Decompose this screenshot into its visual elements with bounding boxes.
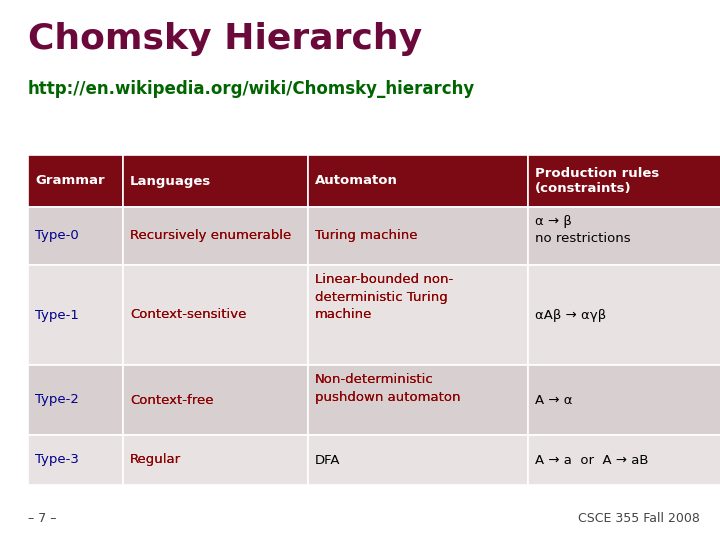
Text: Automaton: Automaton <box>315 174 398 187</box>
Text: DFA: DFA <box>315 454 341 467</box>
Text: Production rules
(constraints): Production rules (constraints) <box>535 167 660 195</box>
Bar <box>123 435 308 485</box>
Bar <box>123 155 308 207</box>
Text: Turing machine: Turing machine <box>315 230 418 242</box>
Text: Type-0: Type-0 <box>35 230 78 242</box>
Text: Non-deterministic
pushdown automaton: Non-deterministic pushdown automaton <box>315 373 461 403</box>
Text: Chomsky Hierarchy: Chomsky Hierarchy <box>28 22 422 56</box>
Text: Context-free: Context-free <box>130 394 214 407</box>
Text: Type-2: Type-2 <box>35 394 79 407</box>
Bar <box>28 265 123 365</box>
Text: Context-free: Context-free <box>130 394 214 407</box>
Text: Regular: Regular <box>130 454 181 467</box>
Text: Linear-bounded non-
deterministic Turing
machine: Linear-bounded non- deterministic Turing… <box>315 273 454 321</box>
Text: Context-sensitive: Context-sensitive <box>130 308 246 321</box>
Bar <box>28 365 123 435</box>
Text: α → β
no restrictions: α → β no restrictions <box>535 215 631 246</box>
Bar <box>308 155 528 207</box>
Text: Non-deterministic
pushdown automaton: Non-deterministic pushdown automaton <box>315 373 461 403</box>
Text: CSCE 355 Fall 2008: CSCE 355 Fall 2008 <box>578 512 700 525</box>
Bar <box>528 155 720 207</box>
Bar <box>528 265 720 365</box>
Text: Type-1: Type-1 <box>35 308 79 321</box>
Bar <box>28 207 123 265</box>
Text: http://en.wikipedia.org/wiki/Chomsky_hierarchy: http://en.wikipedia.org/wiki/Chomsky_hie… <box>28 80 475 98</box>
Text: Recursively enumerable: Recursively enumerable <box>130 230 292 242</box>
Text: Turing machine: Turing machine <box>315 230 418 242</box>
Bar <box>123 365 308 435</box>
Text: A → a  or  A → aB: A → a or A → aB <box>535 454 649 467</box>
Bar <box>308 435 528 485</box>
Bar <box>528 365 720 435</box>
Text: Type-3: Type-3 <box>35 454 79 467</box>
Bar <box>123 207 308 265</box>
Text: Regular: Regular <box>130 454 181 467</box>
Text: Grammar: Grammar <box>35 174 104 187</box>
Text: Context-sensitive: Context-sensitive <box>130 308 246 321</box>
Bar <box>528 207 720 265</box>
Bar <box>308 365 528 435</box>
Text: Languages: Languages <box>130 174 211 187</box>
Bar <box>123 265 308 365</box>
Bar <box>28 155 123 207</box>
Text: αAβ → αγβ: αAβ → αγβ <box>535 308 606 321</box>
Bar <box>28 435 123 485</box>
Text: Recursively enumerable: Recursively enumerable <box>130 230 292 242</box>
Bar <box>308 207 528 265</box>
Text: A → α: A → α <box>535 394 572 407</box>
Bar <box>308 265 528 365</box>
Text: – 7 –: – 7 – <box>28 512 56 525</box>
Text: Linear-bounded non-
deterministic Turing
machine: Linear-bounded non- deterministic Turing… <box>315 273 454 321</box>
Bar <box>528 435 720 485</box>
